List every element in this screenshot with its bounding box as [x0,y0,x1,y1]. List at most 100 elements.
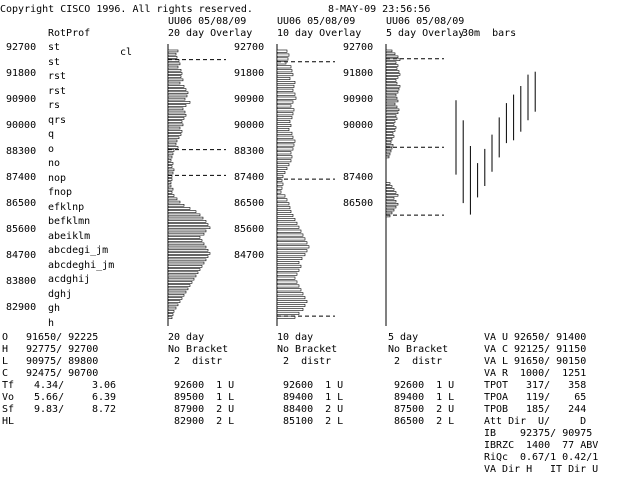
profile-bar [167,293,185,297]
panel-price-label: 87400 [234,172,265,183]
profile-bar [167,287,189,291]
stat-row-value: 92375/ 90975 [502,428,593,439]
letter-row: abcdegi_jm [48,245,109,256]
letter-row: fnop [48,187,73,198]
profile-bar [276,225,300,229]
panel-period: 5 day [388,332,419,343]
profile-bar [167,261,205,265]
panel-bracket: No Bracket [388,344,449,355]
stat-row-label: IB [484,428,497,439]
copyright-text: Copyright CISCO 1996. All rights reserve… [0,4,253,15]
stat-row-label: RiQc [484,452,509,463]
panel-level: 92600 1 U [174,380,235,391]
profile-bar [385,141,392,144]
profile-bar [385,200,397,203]
profile-bar [385,123,395,126]
profile-bar [276,124,292,127]
stat-value-a: 4.34/ [34,380,65,391]
profile-bar [276,218,296,221]
letter-row: st [48,42,61,53]
profile-bar [276,245,310,249]
stat-value-a: 9.83/ [34,404,65,415]
profile-bar [167,184,172,188]
stat-label: Vo [2,392,15,403]
profile-bar [167,107,184,111]
profile-bar [167,75,182,78]
profile-bar [167,204,185,207]
profile-bar [167,223,209,226]
panel-price-label: 87400 [343,172,374,183]
profile-bar [276,182,284,186]
profile-bar [276,296,306,300]
profile-bar [385,70,400,73]
profile-bar [276,120,291,124]
profile-bar [276,81,296,84]
panel-level: 85100 2 L [283,416,344,427]
profile-bar [167,72,183,75]
profile-bar [385,117,398,120]
profile-bar [276,221,298,225]
profile-bar [276,167,288,170]
stat-row-value: IT Dir U [538,464,599,475]
profile-bar [276,49,288,53]
datetime-stamp: 8-MAY-09 23:56:56 [328,4,431,15]
stat-row-label: VA U [484,332,509,343]
panel-period: 20 day [168,332,205,343]
profile-bar [276,77,291,81]
profile-bar [167,123,184,127]
profile-bar [276,311,300,315]
panel-1-header: UU06 05/08/09 [168,16,247,27]
profile-bar [276,190,282,194]
panel-bracket: No Bracket [168,344,229,355]
panel-3-header: UU06 05/08/09 [386,16,465,27]
profile-bar [167,85,185,88]
stat-row-value: U/ D [532,416,587,427]
profile-bar [385,55,399,59]
profile-bar [276,280,298,284]
profile-bar [385,73,401,76]
profile-bar [167,207,191,210]
profile-bar [385,96,398,100]
profile-bar [167,220,207,223]
close-marker: cl [120,47,133,58]
stat-row-label: IBRZC [484,440,515,451]
profile-bar [385,203,399,206]
profile-bar [385,67,398,70]
profile-bar [276,65,292,69]
profile-bar [167,78,184,82]
left-price-label: 85600 [6,224,37,235]
profile-bar [385,49,393,53]
profile-bar [167,281,193,284]
profile-bar [167,162,174,165]
profile-bar [167,146,179,149]
profile-bar [167,136,180,140]
profile-bar [385,182,391,185]
profile-bar [167,239,203,242]
profile-bar [276,241,308,245]
panel-price-label: 85600 [234,224,265,235]
profile-bar [276,303,306,307]
profile-bar [276,260,300,264]
profile-bar [167,81,181,85]
profile-bar [167,242,205,246]
profile-bar [385,88,400,91]
profile-bar [276,276,296,280]
profile-bar [167,232,205,236]
profile-bar [385,79,397,82]
profile-bar [167,316,173,319]
panel-price-label: 90000 [343,120,374,131]
left-price-label: 88300 [6,146,37,157]
profile-bar [167,265,203,268]
profile-bar [167,104,187,107]
letter-row: befklmn [48,216,91,227]
profile-bar [276,237,306,241]
profile-bar [385,132,394,135]
stat-row-value: 92125/ 91150 [514,344,587,355]
ohlc-value: 92475/ 90700 [26,368,99,379]
profile-bar [276,288,302,292]
profile-bar [276,229,302,233]
profile-bar [167,62,181,66]
profile-bar [167,168,175,172]
